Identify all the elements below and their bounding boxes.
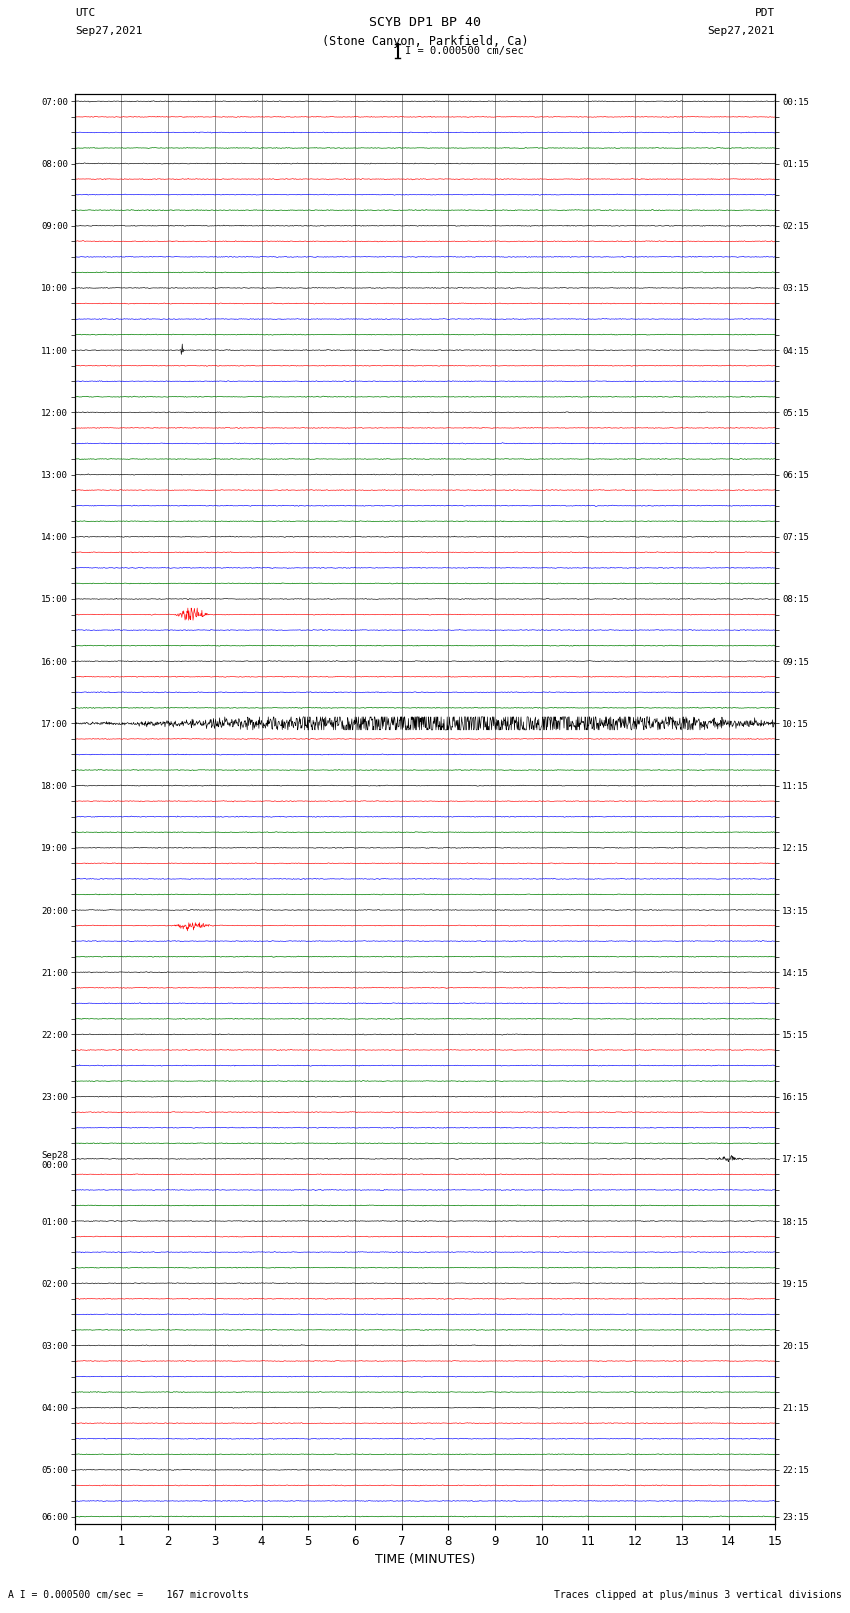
Text: I = 0.000500 cm/sec: I = 0.000500 cm/sec (405, 45, 524, 56)
Text: A I = 0.000500 cm/sec =    167 microvolts: A I = 0.000500 cm/sec = 167 microvolts (8, 1590, 249, 1600)
Text: (Stone Canyon, Parkfield, Ca): (Stone Canyon, Parkfield, Ca) (321, 35, 529, 48)
Text: PDT: PDT (755, 8, 775, 18)
Text: Sep27,2021: Sep27,2021 (75, 26, 142, 35)
Text: Sep27,2021: Sep27,2021 (708, 26, 775, 35)
Text: UTC: UTC (75, 8, 95, 18)
Text: SCYB DP1 BP 40: SCYB DP1 BP 40 (369, 16, 481, 29)
Text: Traces clipped at plus/minus 3 vertical divisions: Traces clipped at plus/minus 3 vertical … (553, 1590, 842, 1600)
X-axis label: TIME (MINUTES): TIME (MINUTES) (375, 1553, 475, 1566)
